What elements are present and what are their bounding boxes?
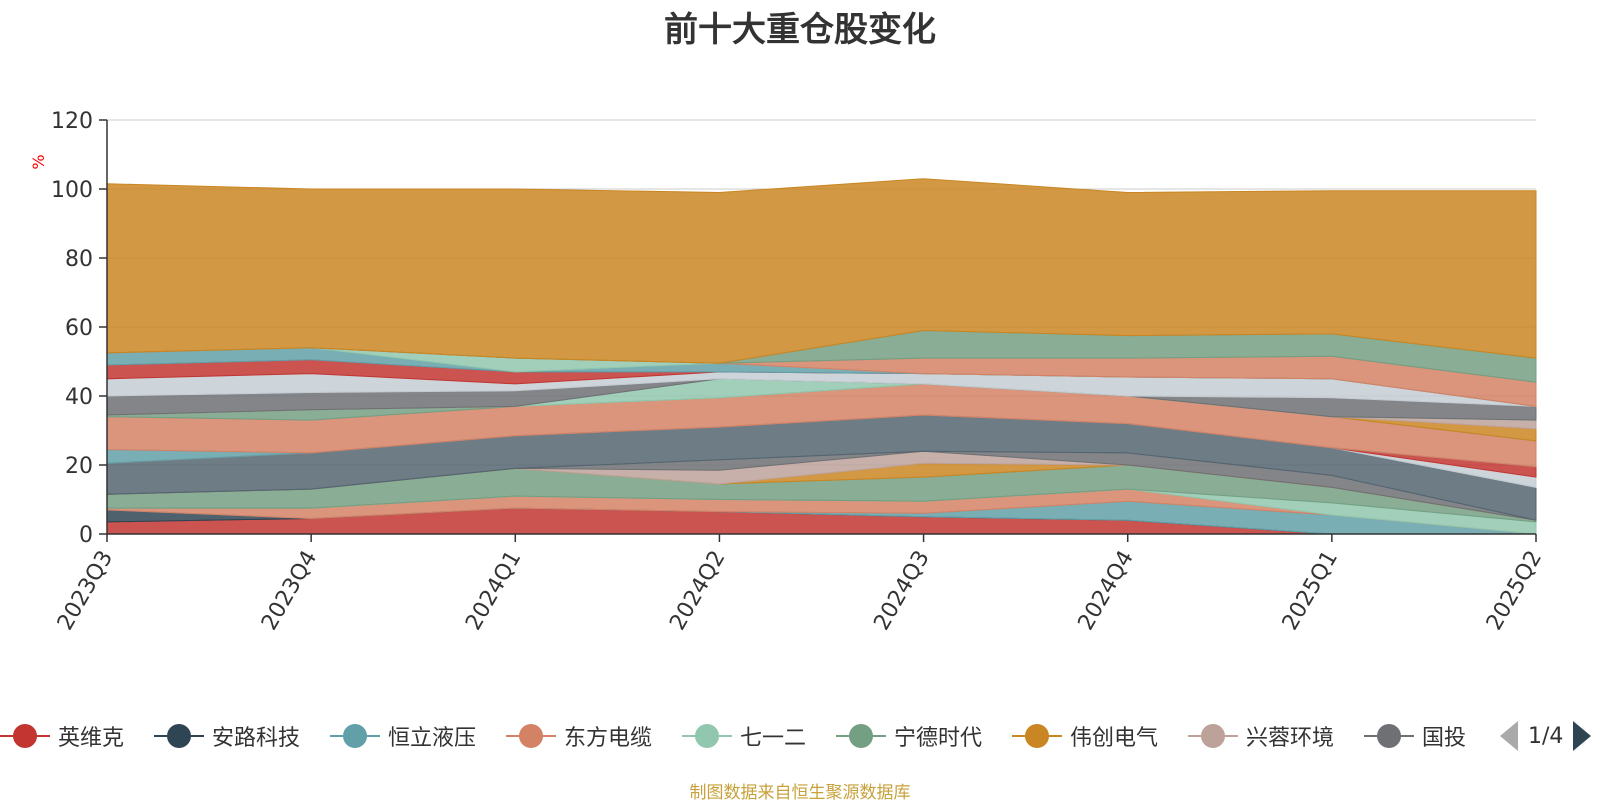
area-layer (106, 178, 1537, 535)
legend-item-6[interactable]: 伟创电气 (1012, 718, 1158, 754)
y-axis-unit: % (29, 154, 48, 169)
y-tick-label-60: 60 (65, 316, 93, 341)
legend-label: 伟创电气 (1070, 726, 1159, 751)
legend-label: 安路科技 (212, 726, 301, 751)
legend-item-7[interactable]: 兴蓉环境 (1188, 718, 1334, 754)
y-tick-label-0: 0 (79, 523, 93, 548)
legend-item-2[interactable]: 恒立液压 (330, 718, 476, 754)
stacked-area-chart: 0 20 40 60 80 100 120% 2023Q3 2023Q4 2024Q1 2024Q2… (29, 109, 1547, 635)
x-tick-label-2024Q4: 2024Q4 (1074, 547, 1139, 635)
legend-item-1[interactable]: 安路科技 (154, 718, 300, 754)
area-series-25 (106, 178, 1537, 364)
y-tick-label-20: 20 (65, 454, 93, 479)
x-tick-label-2024Q2: 2024Q2 (665, 547, 730, 635)
x-tick-label-2025Q2: 2025Q2 (1482, 547, 1547, 635)
legend-next-page-button[interactable] (1573, 721, 1592, 751)
legend-label: 英维克 (58, 726, 125, 751)
chart-title: 前十大重仓股变化 (664, 10, 936, 50)
legend-marker (330, 721, 380, 751)
legend-label: 宁德时代 (894, 726, 983, 751)
legend-marker (836, 721, 886, 751)
legend-items: 英维克 安路科技 恒立液压 东方电缆 七一二 宁德时代 伟创电气 兴蓉环境 国投 (0, 718, 1480, 754)
legend-marker (1012, 721, 1062, 751)
legend-marker (506, 721, 556, 751)
x-tick-label-2024Q3: 2024Q3 (869, 547, 934, 635)
legend-label: 国投 (1422, 726, 1467, 751)
x-tick-label-2023Q4: 2023Q4 (257, 547, 322, 635)
y-tick-label-120: 120 (51, 109, 93, 134)
legend-marker (154, 721, 204, 751)
legend: 英维克 安路科技 恒立液压 东方电缆 七一二 宁德时代 伟创电气 兴蓉环境 国投 1/4 (0, 718, 1600, 754)
y-tick-label-100: 100 (51, 178, 93, 203)
legend-page-indicator: 1/4 (1528, 723, 1564, 749)
legend-label: 东方电缆 (564, 726, 653, 751)
legend-marker (1364, 721, 1414, 751)
legend-item-3[interactable]: 东方电缆 (506, 718, 652, 754)
legend-item-8[interactable]: 国投 (1364, 718, 1466, 754)
legend-label: 兴蓉环境 (1246, 726, 1335, 751)
legend-item-5[interactable]: 宁德时代 (836, 718, 982, 754)
legend-prev-page-button[interactable] (1500, 721, 1518, 751)
x-tick-label-2024Q1: 2024Q1 (461, 547, 526, 635)
x-tick-label-2023Q3: 2023Q3 (53, 547, 118, 635)
legend-marker (1188, 721, 1238, 751)
legend-label: 七一二 (740, 726, 807, 751)
legend-marker (0, 721, 50, 751)
y-tick-label-40: 40 (65, 385, 93, 410)
y-tick-label-80: 80 (65, 247, 93, 272)
legend-item-0[interactable]: 英维克 (0, 718, 124, 754)
legend-label: 恒立液压 (388, 726, 477, 751)
legend-item-4[interactable]: 七一二 (682, 718, 806, 754)
data-source-note: 制图数据来自恒生聚源数据库 (689, 783, 911, 803)
x-tick-label-2025Q1: 2025Q1 (1278, 547, 1343, 635)
legend-marker (682, 721, 732, 751)
legend-pager: 1/4 (1500, 718, 1592, 754)
